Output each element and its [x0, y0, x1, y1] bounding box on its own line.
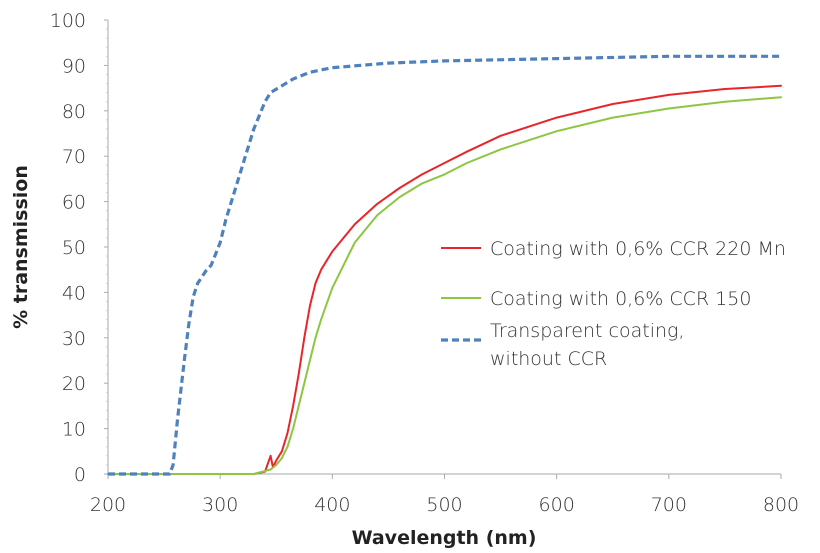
y-tick-label: 20	[62, 373, 86, 395]
y-tick-label: 10	[62, 419, 86, 441]
y-axis-title: % transmission	[10, 165, 32, 329]
x-tick-label: 700	[651, 494, 687, 516]
series-line-1	[107, 84, 782, 475]
x-tick-label: 500	[426, 494, 462, 516]
x-tick-label: 400	[314, 494, 350, 516]
y-tick-label: 40	[62, 282, 86, 304]
series-layer	[107, 54, 782, 476]
series-line-2	[107, 96, 782, 475]
x-ticks: 200 300 400 500 600 700 800	[90, 474, 799, 516]
y-tick-label: 30	[62, 328, 86, 350]
y-tick-label: 50	[62, 237, 86, 259]
x-tick-label: 200	[90, 494, 126, 516]
y-tick-label: 100	[50, 10, 86, 32]
y-ticks: 0 10 20 30 40 50 60 70 80 90 100	[50, 10, 108, 486]
legend-label-3: Transparent coating, without CCR	[490, 320, 684, 370]
x-axis-title: Wavelength (nm)	[352, 527, 537, 549]
x-tick-label: 800	[763, 494, 799, 516]
y-tick-label: 80	[62, 101, 86, 123]
y-tick-label: 60	[62, 192, 86, 214]
y-tick-label: 0	[74, 464, 86, 486]
series-line-3	[108, 54, 781, 476]
y-tick-label: 90	[62, 55, 86, 77]
y-tick-label: 70	[62, 146, 86, 168]
legend: Coating with 0,6% CCR 220 Mn Coating with…	[441, 238, 786, 370]
legend-label-1: Coating with 0,6% CCR 220 Mn	[490, 238, 786, 260]
legend-label-2: Coating with 0,6% CCR 150	[490, 288, 751, 310]
x-tick-label: 300	[202, 494, 238, 516]
x-tick-label: 600	[539, 494, 575, 516]
